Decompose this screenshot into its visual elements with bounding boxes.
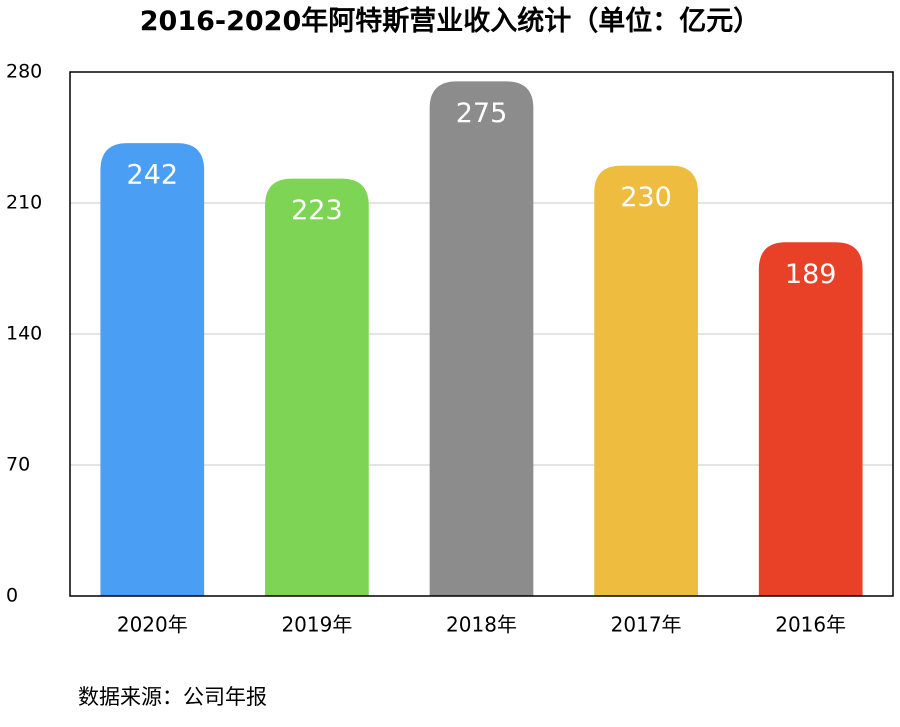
- plot-frame: [69, 71, 894, 597]
- y-tick-label: 0: [6, 585, 18, 607]
- x-tick-label: 2017年: [611, 613, 682, 637]
- bar: [594, 165, 698, 597]
- bar-value-label: 242: [127, 160, 179, 191]
- y-tick-label: 280: [6, 61, 42, 83]
- bar-value-label: 230: [620, 182, 672, 213]
- chart-title: 2016-2020年阿特斯营业收入统计（单位：亿元）: [139, 6, 761, 37]
- source-note: 数据来源：公司年报: [78, 685, 267, 709]
- bar: [429, 81, 534, 597]
- bars: 242 223 275 230 189: [100, 81, 863, 597]
- y-tick-label: 140: [6, 323, 42, 345]
- x-tick-label: 2016年: [775, 613, 846, 637]
- bar: [265, 178, 369, 596]
- x-axis-ticks: 2020年 2019年 2018年 2017年 2016年: [117, 613, 846, 637]
- y-tick-label: 70: [6, 454, 30, 476]
- bar-value-label: 275: [456, 98, 508, 129]
- y-tick-label: 210: [6, 192, 42, 214]
- x-tick-label: 2020年: [117, 613, 188, 637]
- y-axis-ticks: 0 70 140 210 280: [6, 61, 42, 607]
- bar-value-label: 223: [291, 195, 343, 226]
- bar: [100, 143, 205, 596]
- bar: [758, 242, 863, 597]
- x-tick-label: 2018年: [446, 613, 517, 637]
- bar-value-label: 189: [785, 259, 837, 290]
- x-tick-label: 2019年: [281, 613, 352, 637]
